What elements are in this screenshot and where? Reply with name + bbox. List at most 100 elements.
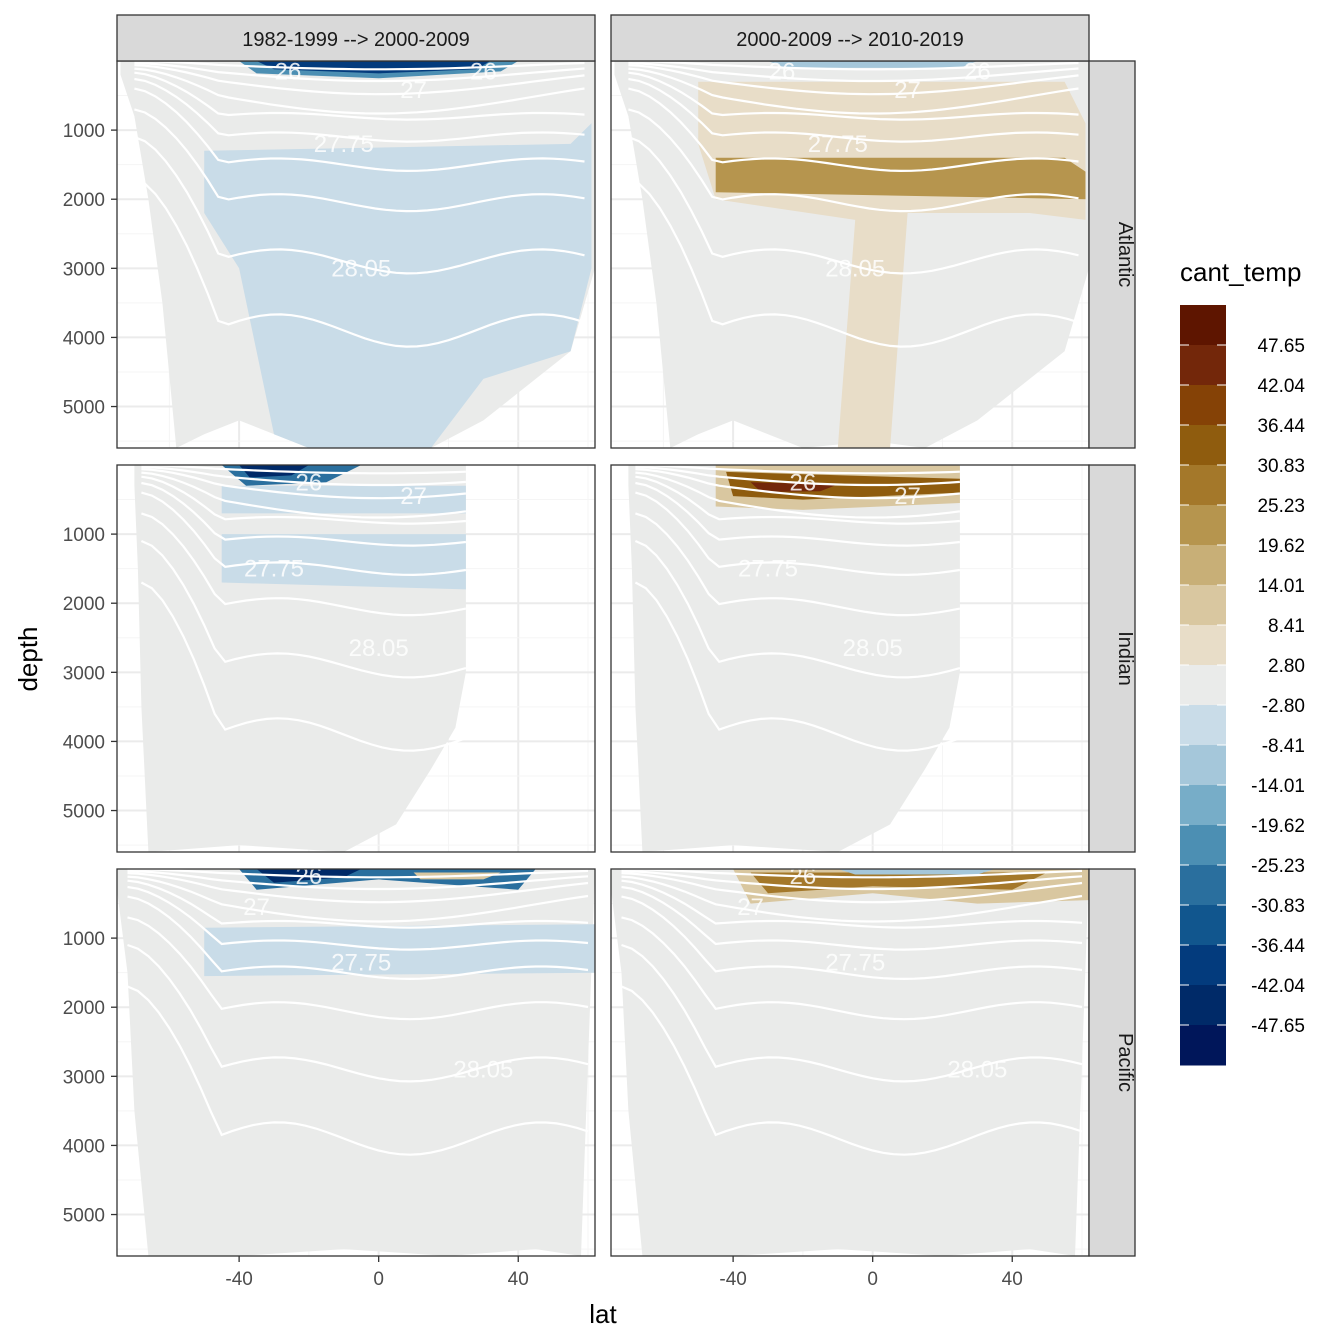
density-contour xyxy=(635,471,961,519)
y-tick-label: 1000 xyxy=(63,121,105,142)
legend-color-swatch xyxy=(1180,625,1226,666)
contour-label: 28.05 xyxy=(331,255,391,282)
contour-label: 26 xyxy=(790,469,817,496)
anomaly-patch xyxy=(256,61,491,74)
density-contour xyxy=(141,465,466,475)
y-tick-label: 1000 xyxy=(63,525,105,546)
density-contour xyxy=(627,177,1079,348)
density-contour xyxy=(141,471,467,519)
density-contour xyxy=(134,87,585,173)
contour-label: 27 xyxy=(400,77,427,104)
facet-strip-row-label: Indian xyxy=(1114,631,1136,686)
density-contour xyxy=(635,475,960,525)
legend-color-swatch xyxy=(1180,385,1226,426)
contour-label: 28.05 xyxy=(453,1056,513,1083)
facet-strip-row xyxy=(1088,60,1136,449)
density-contour xyxy=(628,77,1079,143)
density-contour xyxy=(621,943,1083,1083)
y-tick-label: 3000 xyxy=(63,663,105,684)
density-contour xyxy=(621,870,1083,891)
legend-color-swatch xyxy=(1180,865,1226,906)
legend-label: -2.80 xyxy=(1262,696,1305,717)
contour-label: 27.75 xyxy=(314,131,374,158)
contour-label: 26 xyxy=(769,58,796,85)
density-contour xyxy=(635,466,960,487)
density-contour xyxy=(141,468,467,500)
y-tick-label: 4000 xyxy=(63,328,105,349)
legend-color-swatch xyxy=(1180,945,1226,986)
contour-label: 27.75 xyxy=(738,556,798,583)
legend-color-swatch xyxy=(1180,305,1226,346)
facet-strip-row xyxy=(1088,868,1136,1257)
density-contour xyxy=(634,539,961,679)
panel-content: 26 26 27 27.75 28.05 xyxy=(120,58,595,448)
contour-label: 27 xyxy=(243,894,270,921)
contour-label: 26 xyxy=(275,58,302,85)
contour-label: 26 xyxy=(296,863,323,890)
contour-label: 28.05 xyxy=(947,1056,1007,1083)
density-contour xyxy=(134,61,585,71)
density-contour xyxy=(134,64,585,96)
x-tick-label: 40 xyxy=(1002,1269,1023,1290)
x-tick-label: 0 xyxy=(373,1269,384,1290)
x-tick-label: -40 xyxy=(719,1269,746,1290)
contour-label: 26 xyxy=(790,863,817,890)
legend-label: -42.04 xyxy=(1251,976,1305,997)
contour-label: 28.05 xyxy=(349,635,409,662)
y-tick-label: 2000 xyxy=(63,998,105,1019)
legend-color-swatch xyxy=(1180,345,1226,386)
facet-strip-row xyxy=(1088,464,1136,853)
contour-label: 26 xyxy=(296,469,323,496)
contour-label: 27.75 xyxy=(331,949,391,976)
legend-label: 25.23 xyxy=(1257,496,1305,517)
density-contour xyxy=(127,916,589,1021)
density-contour xyxy=(635,481,961,547)
legend-label: 42.04 xyxy=(1257,376,1305,397)
panel-content: 26 26 27 27.75 28.05 xyxy=(614,58,1089,448)
density-contour xyxy=(141,481,467,547)
legend-label: -8.41 xyxy=(1262,736,1305,757)
contour-label: 27 xyxy=(894,77,921,104)
density-contour xyxy=(127,943,589,1083)
panel-content: 26 27 27.75 28.05 xyxy=(134,465,467,852)
density-contour xyxy=(627,135,1079,275)
legend-label: 2.80 xyxy=(1268,656,1305,677)
legend-color-swatch xyxy=(1180,705,1226,746)
density-contour xyxy=(634,581,961,752)
y-tick-label: 4000 xyxy=(63,732,105,753)
density-contour xyxy=(127,895,589,981)
density-contour xyxy=(635,468,961,500)
legend-color-swatch xyxy=(1180,785,1226,826)
legend-label: 19.62 xyxy=(1257,536,1305,557)
anomaly-patch xyxy=(837,869,995,875)
density-contour xyxy=(127,985,589,1156)
panel-border xyxy=(116,464,596,853)
density-contour xyxy=(134,71,585,121)
y-tick-label: 5000 xyxy=(63,1206,105,1227)
legend-color-swatch xyxy=(1180,985,1226,1026)
density-contour xyxy=(628,71,1079,121)
contour-label: 27.75 xyxy=(808,131,868,158)
density-contour xyxy=(628,64,1079,96)
density-contour xyxy=(628,62,1079,83)
density-contour xyxy=(127,885,589,951)
density-contour xyxy=(134,108,585,213)
density-contour xyxy=(621,895,1083,981)
contour-label: 26 xyxy=(470,58,497,85)
legend-color-swatch xyxy=(1180,465,1226,506)
density-contour xyxy=(127,870,589,891)
legend-color-swatch xyxy=(1180,1025,1226,1066)
density-contour xyxy=(127,869,589,879)
anomaly-patch xyxy=(204,123,592,448)
panel-border xyxy=(116,868,596,1257)
legend-label: -47.65 xyxy=(1251,1016,1305,1037)
panel-content: 26 27 27.75 28.05 xyxy=(117,863,595,1256)
density-contour xyxy=(628,108,1079,213)
density-contour xyxy=(140,539,467,679)
density-contour xyxy=(635,491,961,577)
anomaly-patch xyxy=(715,157,1086,200)
density-contour xyxy=(133,135,585,275)
contour-label: 27 xyxy=(737,894,764,921)
panel-content: 26 27 27.75 28.05 xyxy=(611,863,1089,1256)
